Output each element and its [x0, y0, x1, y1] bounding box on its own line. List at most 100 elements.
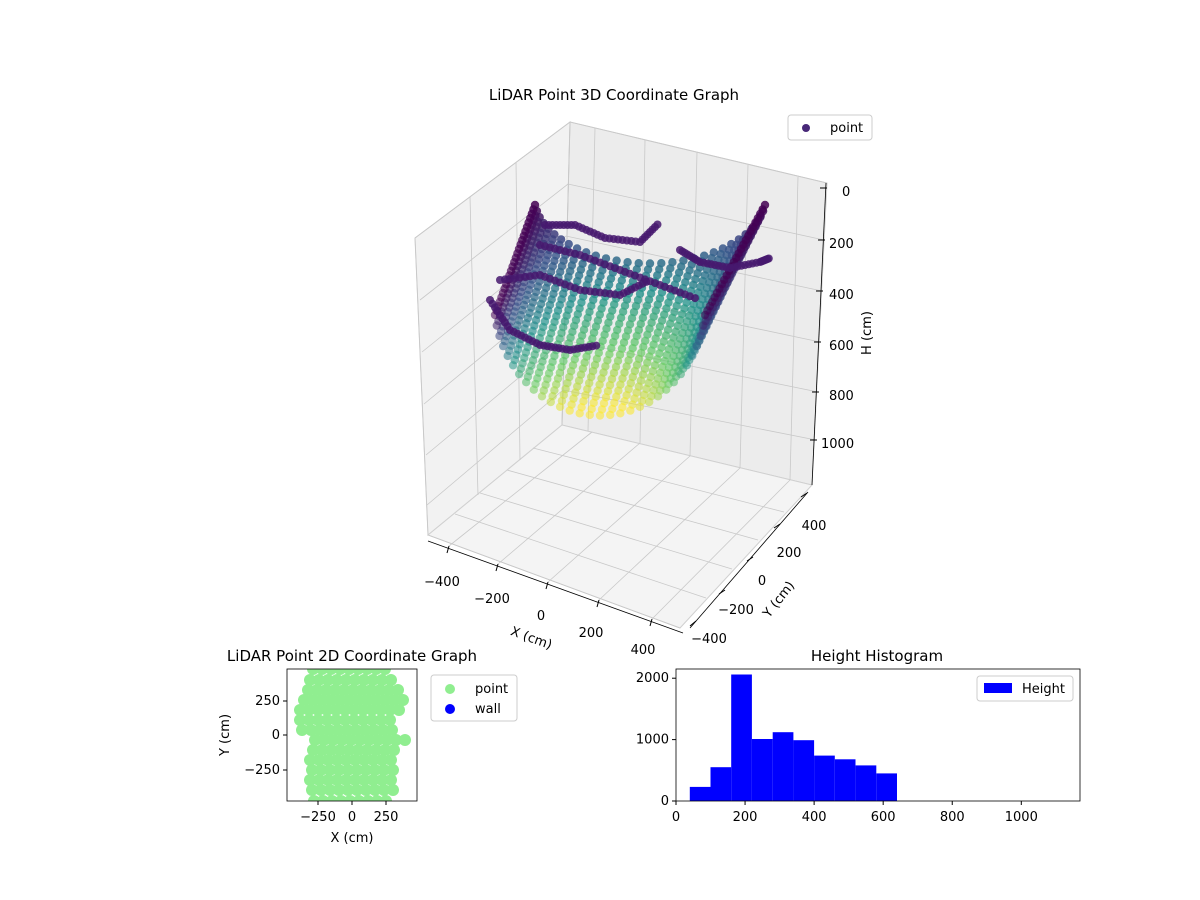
point-2d [316, 744, 328, 756]
point-2d [379, 669, 391, 675]
grid-line [414, 237, 429, 536]
point-2d [311, 684, 323, 696]
grid-line [419, 183, 825, 301]
point-2d [316, 694, 328, 706]
x-tick-label: −400 [424, 575, 460, 590]
point-2d [304, 774, 316, 786]
point-2d [392, 684, 404, 696]
point-2d [345, 734, 357, 746]
point-2d [314, 724, 326, 736]
point-3d [499, 341, 508, 351]
point-2d [361, 694, 373, 706]
grid-line [454, 513, 707, 599]
point-2d [312, 704, 324, 716]
plot-2d-title: LiDAR Point 2D Coordinate Graph [227, 647, 477, 665]
point-2d [331, 674, 343, 686]
plot-2d: LiDAR Point 2D Coordinate Graph −250 0 2… [218, 647, 518, 846]
point-2d [375, 704, 387, 716]
legend-box [976, 675, 1074, 702]
point-3d [635, 402, 645, 411]
histogram-x-tick-label: 800 [940, 810, 965, 825]
point-2d [356, 684, 368, 696]
point-2d [379, 694, 391, 706]
point-2d [376, 674, 388, 686]
point-2d [351, 784, 363, 796]
point-2d [322, 774, 334, 786]
point-3d [692, 341, 701, 351]
z-axis-line [811, 182, 827, 486]
x-tick-label: 0 [348, 810, 356, 825]
point-2d [303, 704, 315, 716]
histogram-x-tick-label: 1000 [1005, 810, 1038, 825]
point-2d [378, 764, 390, 776]
legend-box [787, 114, 873, 141]
point-2d [340, 774, 352, 786]
z-tick-label: 0 [842, 185, 850, 200]
point-2d [367, 774, 379, 786]
point-2d [294, 704, 306, 716]
point-2d [385, 774, 397, 786]
y-tick-label: 0 [272, 728, 280, 743]
y-ticks-2d: 250 0 −250 Y (cm) [218, 694, 287, 778]
point-3d [508, 361, 518, 370]
point-2d [397, 694, 409, 706]
point-2d [329, 684, 341, 696]
point-2d [357, 714, 369, 726]
x-tick-label: 400 [631, 643, 656, 658]
x-axis-label: X (cm) [331, 831, 374, 846]
point-2d [330, 714, 342, 726]
point-2d [316, 669, 328, 675]
point-2d [333, 764, 345, 776]
point-2d [360, 784, 372, 796]
legend-swatch [984, 683, 1012, 693]
histogram-bar [710, 767, 732, 801]
point-2d [380, 795, 392, 801]
x-tick-label: 200 [579, 626, 604, 641]
point-2d [334, 744, 346, 756]
x-tick-label: 0 [537, 609, 545, 624]
point-2d [388, 744, 400, 756]
y-tick-label: 200 [777, 546, 802, 561]
point-3d [529, 385, 538, 394]
x-tick-label: −200 [474, 592, 510, 607]
point-3d [645, 397, 654, 407]
point-2d [374, 684, 386, 696]
x-ticks-2d: −250 0 250 X (cm) [300, 801, 398, 846]
point-2d [348, 714, 360, 726]
grid-line [497, 442, 641, 565]
z-tick-label: 600 [829, 339, 854, 354]
point-2d [363, 734, 375, 746]
point-2d [335, 795, 347, 801]
histogram-x-tick-label: 200 [733, 810, 758, 825]
plot-3d-title: LiDAR Point 3D Coordinate Graph [489, 86, 739, 104]
point-2d [388, 694, 400, 706]
point-2d [352, 694, 364, 706]
point-2d [366, 714, 378, 726]
point-2d [307, 744, 319, 756]
histogram-frame [675, 668, 1081, 802]
point-2d [340, 754, 352, 766]
point-2d [384, 714, 396, 726]
point-3d [546, 397, 555, 407]
point-2d [349, 754, 361, 766]
point-2d [359, 724, 371, 736]
point-3d [522, 378, 531, 387]
point-2d [348, 704, 360, 716]
y-axis-label: Y (cm) [218, 714, 233, 757]
point-2d [375, 714, 387, 726]
grid-line [448, 431, 593, 547]
point-2d [393, 704, 405, 716]
histogram-bar [731, 674, 752, 801]
point-2d [313, 774, 325, 786]
point-2d [387, 764, 399, 776]
point-2d [349, 674, 361, 686]
point-2d [322, 754, 334, 766]
point-2d [370, 694, 382, 706]
point-2d [304, 754, 316, 766]
point-3d [537, 392, 547, 401]
point-3d [616, 409, 625, 418]
point-3d [585, 410, 594, 420]
point-3d [669, 378, 678, 387]
histogram-bar [876, 773, 897, 801]
point-2d [353, 795, 365, 801]
